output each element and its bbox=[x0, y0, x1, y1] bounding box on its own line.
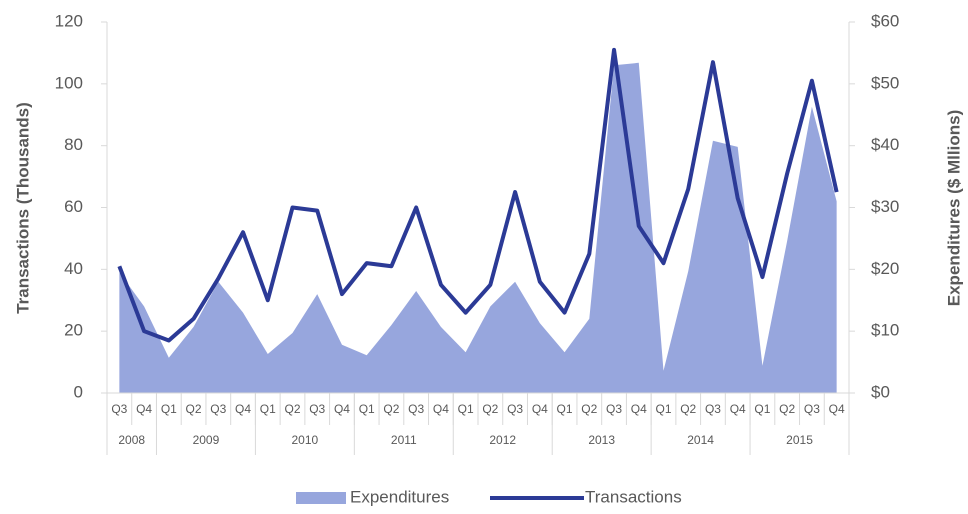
x-tick-label: Q3 bbox=[111, 402, 127, 416]
x-tick-label: Q2 bbox=[383, 402, 399, 416]
x-group-label: 2012 bbox=[489, 433, 516, 447]
y-tick-label: 120 bbox=[55, 11, 83, 30]
y2-tick-label: $60 bbox=[871, 11, 899, 30]
y2-tick-label: $40 bbox=[871, 135, 899, 154]
x-tick-label: Q1 bbox=[359, 402, 375, 416]
x-tick-label: Q4 bbox=[136, 402, 152, 416]
y-tick-label: 100 bbox=[55, 73, 83, 92]
x-tick-label: Q2 bbox=[680, 402, 696, 416]
x-tick-label: Q3 bbox=[705, 402, 721, 416]
x-group-label: 2010 bbox=[292, 433, 319, 447]
x-tick-label: Q2 bbox=[186, 402, 202, 416]
x-group-label: 2011 bbox=[391, 433, 417, 447]
y-axis-title: Transactions (Thousands) bbox=[13, 102, 32, 314]
y-tick-label: 80 bbox=[64, 135, 83, 154]
x-group-label: 2014 bbox=[687, 433, 714, 447]
x-group-label: 2008 bbox=[118, 433, 145, 447]
x-tick-label: Q3 bbox=[309, 402, 325, 416]
x-tick-label: Q1 bbox=[655, 402, 671, 416]
x-tick-label: Q4 bbox=[334, 402, 350, 416]
y2-tick-label: $30 bbox=[871, 197, 899, 216]
legend-label: Transactions bbox=[585, 487, 682, 506]
x-tick-label: Q2 bbox=[581, 402, 597, 416]
y-tick-label: 40 bbox=[64, 259, 83, 278]
x-tick-label: Q1 bbox=[458, 402, 474, 416]
x-group-label: 2013 bbox=[588, 433, 615, 447]
x-tick-label: Q3 bbox=[210, 402, 226, 416]
x-tick-label: Q2 bbox=[779, 402, 795, 416]
x-tick-label: Q4 bbox=[730, 402, 746, 416]
y2-tick-label: $0 bbox=[871, 382, 890, 401]
y2-tick-label: $50 bbox=[871, 73, 899, 92]
x-tick-label: Q1 bbox=[754, 402, 770, 416]
x-tick-label: Q1 bbox=[161, 402, 177, 416]
x-tick-label: Q3 bbox=[606, 402, 622, 416]
x-tick-label: Q2 bbox=[284, 402, 300, 416]
x-tick-label: Q1 bbox=[557, 402, 573, 416]
x-group-label: 2015 bbox=[786, 433, 813, 447]
x-tick-label: Q4 bbox=[235, 402, 251, 416]
x-tick-label: Q4 bbox=[631, 402, 647, 416]
area bbox=[119, 62, 837, 394]
y2-tick-label: $10 bbox=[871, 321, 899, 340]
x-tick-label: Q4 bbox=[532, 402, 548, 416]
y-tick-label: 60 bbox=[64, 197, 83, 216]
y2-tick-label: $20 bbox=[871, 259, 899, 278]
x-tick-label: Q1 bbox=[260, 402, 276, 416]
y2-axis-title: Expenditures ($ Mllions) bbox=[944, 110, 963, 306]
line bbox=[117, 47, 839, 343]
x-tick-label: Q2 bbox=[482, 402, 498, 416]
x-tick-label: Q4 bbox=[829, 402, 845, 416]
x-tick-label: Q3 bbox=[507, 402, 523, 416]
legend-swatch bbox=[296, 492, 346, 504]
y-tick-label: 0 bbox=[74, 382, 83, 401]
x-group-label: 2009 bbox=[193, 433, 220, 447]
legend-label: Expenditures bbox=[350, 487, 449, 506]
y-tick-label: 20 bbox=[64, 321, 83, 340]
x-tick-label: Q3 bbox=[804, 402, 820, 416]
x-tick-label: Q4 bbox=[433, 402, 449, 416]
x-tick-label: Q3 bbox=[408, 402, 424, 416]
